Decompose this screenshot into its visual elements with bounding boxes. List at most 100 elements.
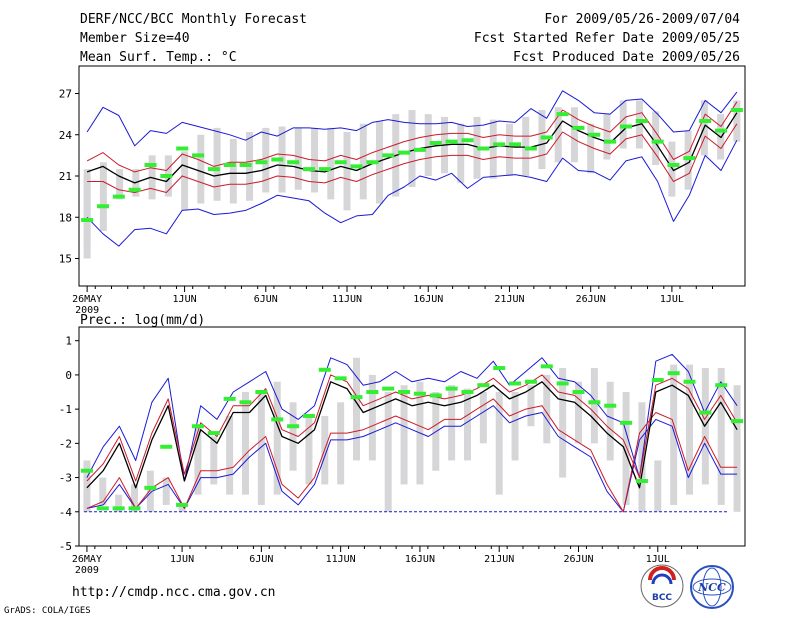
precip-spread-box bbox=[495, 392, 503, 495]
precip-ytick-label: -5 bbox=[59, 540, 72, 553]
temp-spread-box bbox=[213, 127, 221, 201]
temp-median-marker bbox=[271, 157, 284, 162]
precip-median-marker bbox=[635, 478, 648, 483]
temp-median-marker bbox=[112, 194, 125, 199]
temp-median-marker bbox=[144, 163, 157, 167]
precip-median-marker bbox=[239, 400, 252, 405]
precip-lower-spread-line bbox=[86, 398, 738, 513]
temp-median-marker bbox=[160, 174, 173, 178]
temp-median-marker bbox=[287, 160, 300, 165]
temp-median-marker bbox=[128, 187, 141, 192]
precip-spread-box bbox=[337, 402, 345, 485]
temp-median-marker bbox=[699, 119, 712, 123]
temp-median-marker bbox=[207, 167, 220, 172]
precip-xtick-label: 1JUL bbox=[646, 554, 670, 565]
fcst-produced-date: Fcst Produced Date 2009/05/26 bbox=[513, 50, 740, 65]
precip-median-marker bbox=[302, 413, 315, 418]
precip-spread-box bbox=[479, 392, 487, 444]
precip-spread-box bbox=[273, 381, 281, 495]
temp-spread-box bbox=[538, 110, 546, 170]
precip-median-marker bbox=[461, 390, 474, 395]
precip-median-marker bbox=[524, 379, 537, 384]
precip-median-marker bbox=[255, 390, 268, 395]
temp-spread-box bbox=[83, 169, 91, 259]
temp-median-marker bbox=[318, 167, 331, 172]
precip-spread-box bbox=[527, 385, 535, 427]
temp-spread-box bbox=[570, 107, 578, 163]
precip-median-marker bbox=[413, 391, 426, 396]
precip-median-marker bbox=[604, 403, 617, 408]
temp-median-marker bbox=[302, 167, 315, 172]
precip-ytick-label: -3 bbox=[59, 472, 72, 485]
precip-variable-label: Prec.: log(mm/d) bbox=[80, 313, 205, 328]
temp-ytick-label: 21 bbox=[59, 170, 72, 183]
temp-xtick-label: 16JUN bbox=[413, 294, 443, 305]
precip-median-marker bbox=[350, 395, 363, 400]
temp-median-marker bbox=[192, 153, 205, 158]
precip-median-marker bbox=[731, 419, 744, 424]
precip-xtick-label: 21JUN bbox=[484, 554, 514, 565]
precip-median-marker bbox=[128, 506, 141, 511]
precip-xtick-label: 1JUN bbox=[170, 554, 194, 565]
precip-median-marker bbox=[271, 417, 284, 422]
website-url[interactable]: http://cmdp.ncc.cma.gov.cn bbox=[72, 585, 276, 600]
temp-ytick-label: 24 bbox=[59, 129, 73, 142]
temp-median-marker bbox=[477, 146, 490, 151]
forecast-period: For 2009/05/26-2009/07/04 bbox=[544, 12, 740, 27]
precip-median-marker bbox=[445, 386, 458, 391]
precip-spread-box bbox=[242, 392, 249, 495]
precip-median-marker bbox=[191, 424, 204, 429]
bcc-logo-text: BCC bbox=[652, 593, 672, 603]
temp-spread-box bbox=[473, 116, 481, 179]
precip-spread-box bbox=[559, 368, 567, 478]
temp-lower-spread-line bbox=[87, 123, 738, 193]
temp-spread-box bbox=[262, 127, 270, 193]
precip-spread-box bbox=[353, 357, 360, 461]
precip-spread-box bbox=[606, 381, 614, 461]
precip-median-marker bbox=[651, 378, 664, 383]
precip-ensemble-mean-line bbox=[86, 381, 738, 489]
temp-median-marker bbox=[382, 153, 395, 158]
temp-spread-box bbox=[457, 123, 465, 183]
temp-median-marker bbox=[651, 139, 664, 144]
precip-median-marker bbox=[207, 431, 220, 436]
precip-median-marker bbox=[112, 506, 125, 511]
temp-median-marker bbox=[81, 218, 94, 222]
precip-spread-box bbox=[162, 477, 170, 505]
temp-xtick-label: 26JUN bbox=[576, 294, 606, 305]
precip-median-marker bbox=[572, 390, 585, 395]
temp-spread-box bbox=[197, 134, 205, 204]
temp-xtick-label: 11JUN bbox=[332, 294, 362, 305]
precip-spread-box bbox=[115, 494, 123, 512]
precip-spread-box bbox=[131, 484, 138, 512]
temp-spread-box bbox=[733, 100, 741, 142]
precip-spread-box bbox=[226, 415, 234, 495]
precip-max-line bbox=[86, 353, 738, 482]
precip-median-marker bbox=[477, 383, 490, 388]
precip-spread-box bbox=[368, 374, 376, 461]
temp-median-marker bbox=[413, 147, 426, 152]
temp-spread-box bbox=[619, 100, 627, 149]
temp-min-line bbox=[86, 139, 738, 247]
precip-median-marker bbox=[493, 366, 506, 371]
precip-spread-box bbox=[257, 392, 265, 505]
temp-spread-box bbox=[424, 114, 432, 176]
precip-median-marker bbox=[683, 379, 696, 384]
temp-median-marker bbox=[255, 160, 268, 165]
precip-median-marker bbox=[96, 506, 109, 511]
temp-ytick-label: 15 bbox=[59, 253, 72, 266]
temp-spread-box bbox=[652, 111, 660, 165]
member-size: Member Size=40 bbox=[80, 31, 190, 46]
precip-median-marker bbox=[80, 468, 93, 473]
temp-median-marker bbox=[493, 142, 506, 147]
temp-spread-box bbox=[684, 130, 692, 190]
temp-xtick-label: 1JUL bbox=[660, 294, 684, 305]
precip-spread-box bbox=[670, 364, 678, 505]
precip-spread-box bbox=[305, 415, 313, 485]
temp-ytick-label: 18 bbox=[59, 211, 72, 224]
precip-spread-box bbox=[448, 385, 456, 461]
temp-median-marker bbox=[176, 146, 189, 151]
precip-spread-box bbox=[575, 381, 582, 444]
